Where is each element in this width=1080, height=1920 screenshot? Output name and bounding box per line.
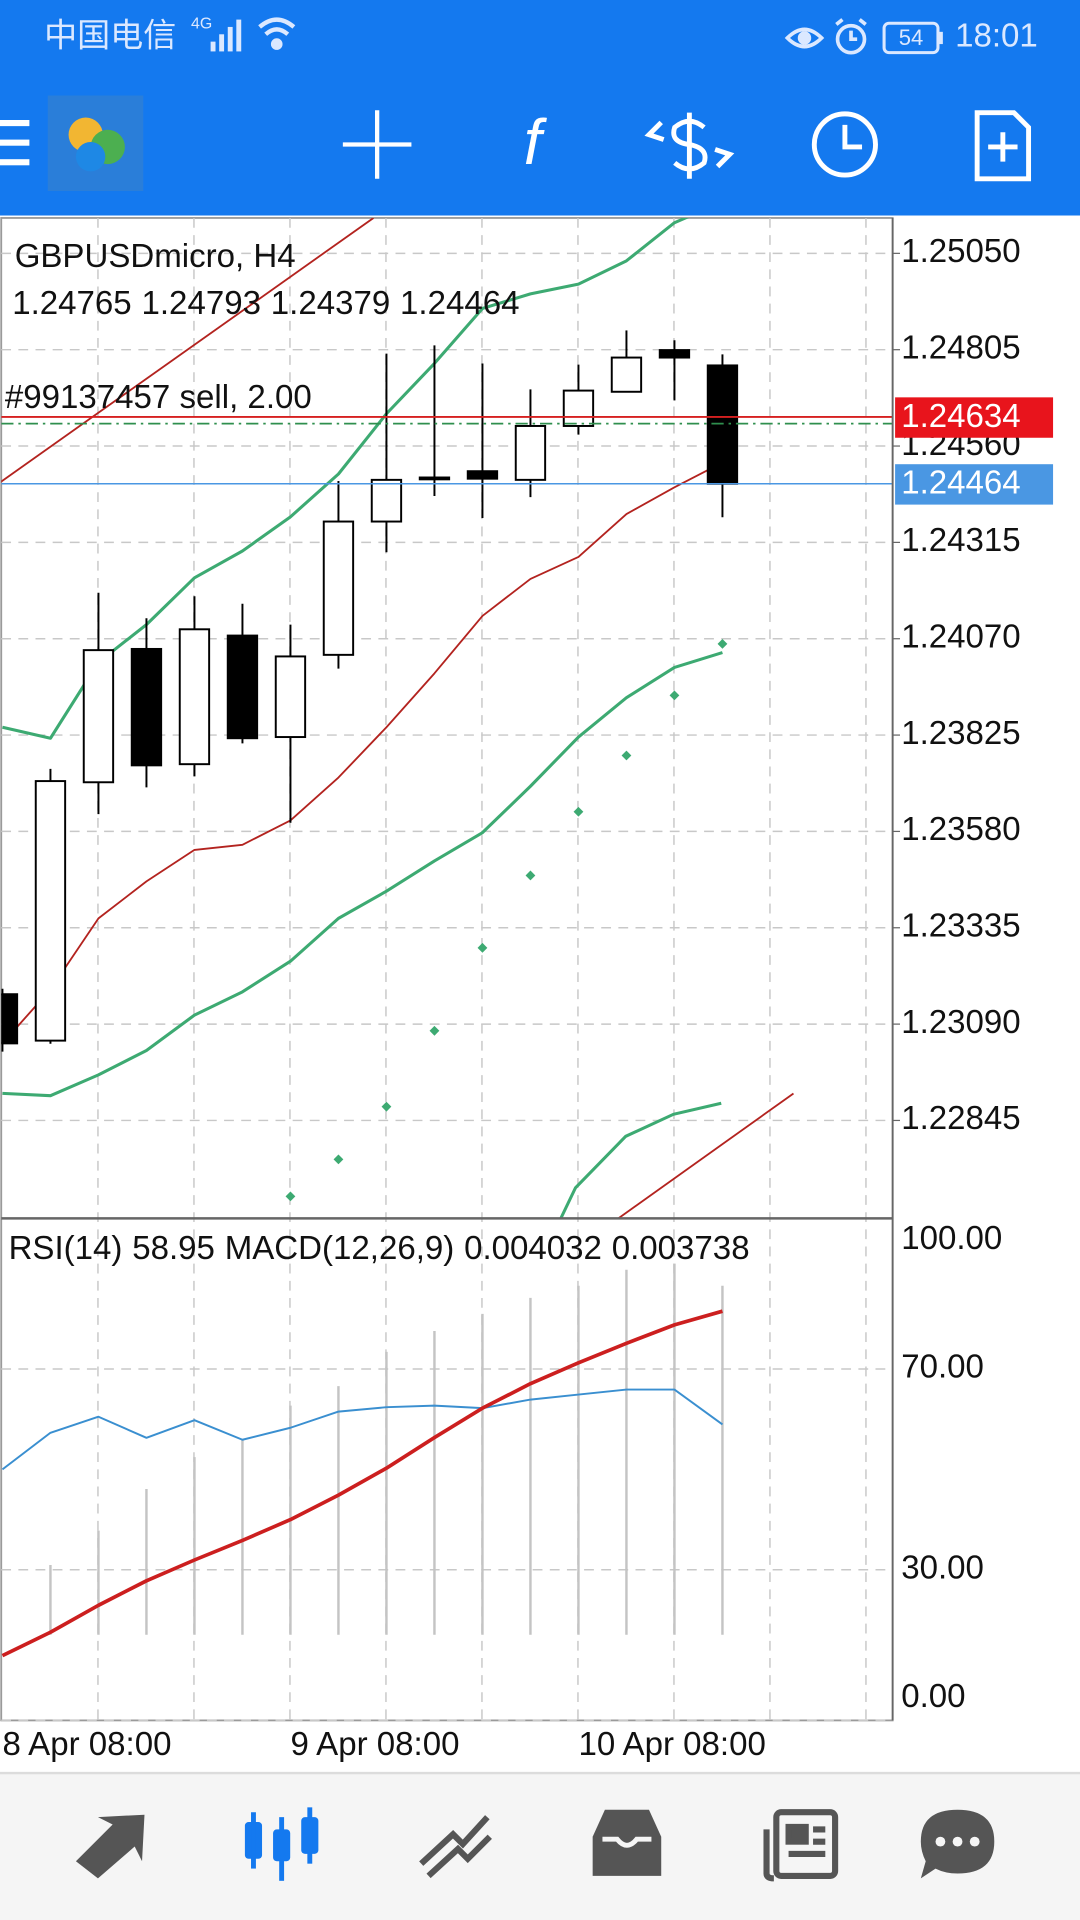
ask-box xyxy=(895,397,1054,438)
order-label: #99137457 sell, 2.00 xyxy=(5,379,312,416)
rsi-value: 58.95 xyxy=(132,1230,215,1267)
candle-body xyxy=(562,389,595,427)
crosshair-button[interactable] xyxy=(342,110,412,179)
bollinger-upper xyxy=(2,217,690,740)
sar-dot xyxy=(669,690,680,701)
battery-level: 54 xyxy=(899,25,924,50)
y-tick-label: 1.24315 xyxy=(901,522,1020,559)
bollinger-middle xyxy=(1,461,723,1044)
clock: 18:01 xyxy=(955,18,1038,55)
bottom-nav xyxy=(0,1773,1080,1920)
alarm-icon xyxy=(835,18,867,55)
network: 4G xyxy=(191,16,212,33)
high: 1.24793 xyxy=(142,285,261,322)
bid-label: 1.24464 xyxy=(901,465,1020,502)
sar-dot xyxy=(525,870,536,881)
macd-label: MACD(12,26,9) xyxy=(225,1230,455,1267)
app-logo[interactable] xyxy=(47,95,144,192)
indicator-plot xyxy=(1,1263,724,1658)
envelope-line xyxy=(559,1101,722,1219)
battery-tip xyxy=(937,31,943,45)
timeframe-button[interactable] xyxy=(811,111,878,178)
sar-dot xyxy=(381,1101,392,1112)
eye-icon xyxy=(784,27,825,49)
candle-body xyxy=(178,628,211,766)
chart-tab[interactable] xyxy=(244,1807,319,1881)
candle-body xyxy=(82,649,115,784)
y-tick-label: 1.25050 xyxy=(901,233,1020,270)
wifi-icon xyxy=(258,17,296,50)
candle-body xyxy=(418,476,451,481)
sar-dot xyxy=(573,806,584,817)
candle-body xyxy=(370,478,403,523)
sar-dot xyxy=(621,750,632,761)
candle-body xyxy=(226,634,259,740)
trade-tab[interactable] xyxy=(419,1815,492,1879)
y-tick-label: 100.00 xyxy=(901,1220,1002,1257)
axis-labels: 1.250501.248051.245601.243151.240701.238… xyxy=(2,233,1054,1763)
chat-tab[interactable] xyxy=(920,1809,995,1879)
y-tick-label: 70.00 xyxy=(901,1349,984,1386)
chart-frame xyxy=(0,217,894,1722)
bollinger-lower xyxy=(2,651,723,1098)
sar-dot xyxy=(285,1191,296,1202)
trend-line xyxy=(617,1092,795,1219)
new-order-button[interactable] xyxy=(974,110,1032,182)
signal-value: 0.003738 xyxy=(612,1230,750,1267)
signal-icon xyxy=(210,19,242,52)
candle-body xyxy=(1,993,19,1045)
y-tick-label: 0.00 xyxy=(901,1678,965,1715)
low: 1.24379 xyxy=(271,285,390,322)
signal-line xyxy=(1,1309,723,1658)
y-tick-label: 1.23580 xyxy=(901,811,1020,848)
indicator-info: RSI(14) 58.95 MACD(12,26,9) 0.004032 0.00373… xyxy=(9,1230,750,1267)
y-tick-label: 30.00 xyxy=(901,1550,984,1587)
open: 1.24765 xyxy=(12,285,131,322)
app-bar xyxy=(0,0,1080,216)
candle-body xyxy=(34,780,67,1042)
candle-body xyxy=(322,520,355,656)
symbol: GBPUSDmicro, H4 xyxy=(15,238,296,275)
x-tick-label: 10 Apr 08:00 xyxy=(578,1726,765,1763)
news-tab[interactable] xyxy=(763,1809,839,1882)
x-tick-label: 8 Apr 08:00 xyxy=(2,1726,171,1763)
sar-dot xyxy=(333,1154,344,1165)
trend-line xyxy=(1,217,375,483)
ohlc: 1.24765 1.24793 1.24379 1.24464 xyxy=(12,285,519,322)
trade-button[interactable] xyxy=(644,112,735,179)
candle-body xyxy=(514,425,547,481)
menu-button[interactable] xyxy=(0,120,30,166)
candle-body xyxy=(610,356,643,393)
rsi-line xyxy=(1,1388,724,1471)
close: 1.24464 xyxy=(400,285,519,322)
y-tick-label: 1.22845 xyxy=(901,1100,1020,1137)
sar-dot xyxy=(477,942,488,953)
y-tick-label: 1.24805 xyxy=(901,329,1020,366)
quotes-tab[interactable] xyxy=(75,1814,145,1879)
price-plot xyxy=(1,217,893,1219)
history-tab[interactable] xyxy=(592,1809,662,1876)
macd-value: 0.004032 xyxy=(464,1230,602,1267)
y-tick-label: 1.24070 xyxy=(901,618,1020,655)
candle-body xyxy=(466,470,499,480)
y-tick-label: 1.23825 xyxy=(901,715,1020,752)
carrier: 中国电信 xyxy=(44,18,176,55)
candle-body xyxy=(130,647,163,767)
sar-dot xyxy=(429,1025,440,1036)
y-tick-label: 1.23090 xyxy=(901,1004,1020,1041)
rsi-label: RSI(14) xyxy=(9,1230,123,1267)
candle-body xyxy=(274,655,307,739)
candle-body xyxy=(658,349,691,359)
sar-dot xyxy=(717,638,728,649)
x-tick-label: 9 Apr 08:00 xyxy=(290,1726,459,1763)
ask-label: 1.24634 xyxy=(901,398,1020,435)
y-tick-label: 1.23335 xyxy=(901,907,1020,944)
candle-body xyxy=(706,364,739,485)
bid-box xyxy=(895,464,1054,505)
